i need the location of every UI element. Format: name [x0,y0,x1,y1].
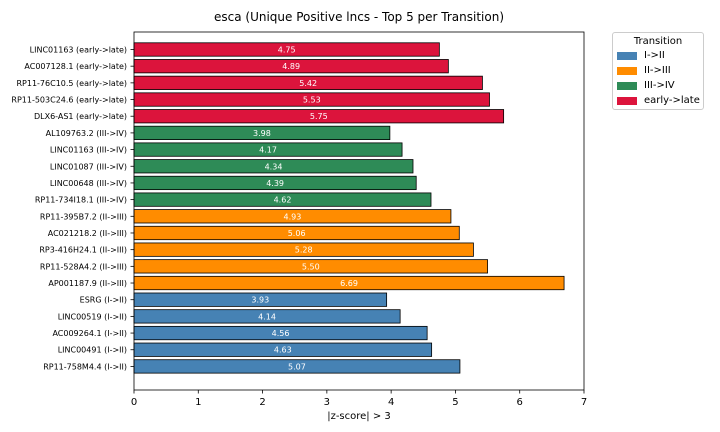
bar-value-label: 4.89 [282,62,300,71]
bar-value-label: 4.62 [274,196,292,205]
bar-value-label: 5.06 [288,229,306,238]
legend-label: III->IV [644,80,675,91]
legend-swatch [617,52,637,60]
y-tick-label: RP11-395B7.2 (II->III) [40,212,127,221]
bar-value-label: 4.75 [278,46,296,55]
x-tick-label: 6 [517,397,523,408]
bar-value-label: 4.34 [265,162,283,171]
legend-item: II->III [613,63,703,78]
x-axis-label: |z-score| > 3 [327,411,391,422]
x-tick-label: 3 [324,397,330,408]
y-tick-label: RP11-528A4.2 (II->III) [40,262,127,271]
y-tick-label: LINC00519 (I->II) [58,312,127,321]
legend-label: II->III [644,65,671,76]
y-tick-label: LINC01087 (III->IV) [50,162,127,171]
x-tick-label: 7 [581,397,587,408]
x-tick-label: 4 [388,397,394,408]
legend-label: I->II [644,50,665,61]
y-tick-label: AL109763.2 (III->IV) [46,129,127,138]
bar-value-label: 4.56 [272,329,290,338]
chart-title: esca (Unique Positive lncs - Top 5 per T… [214,10,504,24]
y-tick-label: AC009264.1 (I->II) [52,329,127,338]
bar-value-label: 3.98 [253,129,271,138]
bar-value-label: 5.75 [310,112,328,121]
bar-value-label: 6.69 [340,279,358,288]
legend-swatch [617,97,637,105]
bar-value-label: 4.17 [259,146,277,155]
bar-value-label: 3.93 [251,296,269,305]
y-tick-label: ESRG (I->II) [80,296,127,305]
legend-title: Transition [633,36,683,47]
bar-value-label: 5.42 [299,79,317,88]
y-tick-label: DLX6-AS1 (early->late) [34,112,127,121]
y-tick-label: RP11-503C24.6 (early->late) [11,96,127,105]
bar-value-label: 4.93 [284,212,302,221]
x-tick-label: 5 [452,397,458,408]
bar-value-label: 5.50 [302,262,320,271]
y-tick-label: LINC01163 (III->IV) [50,146,127,155]
x-tick-label: 1 [195,397,201,408]
y-tick-label: RP11-734I18.1 (III->IV) [35,196,127,205]
bar-value-label: 4.14 [258,312,276,321]
y-tick-label: AC007128.1 (early->late) [24,62,127,71]
y-tick-label: LINC01163 (early->late) [30,46,127,55]
y-tick-label: AC021218.2 (II->III) [48,229,127,238]
legend: Transition I->II II->III III->IV early->lat… [612,32,704,110]
legend-item: early->late [613,93,703,108]
legend-item: III->IV [613,78,703,93]
y-tick-label: RP11-76C10.5 (early->late) [16,79,127,88]
legend-swatch [617,67,637,75]
x-tick-label: 0 [131,397,137,408]
plot-frame [133,31,585,391]
legend-swatch [617,82,637,90]
y-tick-label: RP3-416H24.1 (II->III) [39,246,127,255]
legend-item: I->II [613,48,703,63]
bar-value-label: 5.28 [295,246,313,255]
y-tick-label: LINC00648 (III->IV) [50,179,127,188]
x-tick-label: 2 [259,397,265,408]
y-tick-label: RP11-758M4.4 (I->II) [43,362,127,371]
y-tick-label: AP001187.9 (II->III) [48,279,127,288]
y-tick-label: LINC00491 (I->II) [58,346,127,355]
bar-value-label: 4.63 [274,346,292,355]
legend-label: early->late [644,95,700,106]
bar-value-label: 5.53 [303,96,321,105]
bar-value-label: 4.39 [266,179,284,188]
bar-value-label: 5.07 [288,362,306,371]
